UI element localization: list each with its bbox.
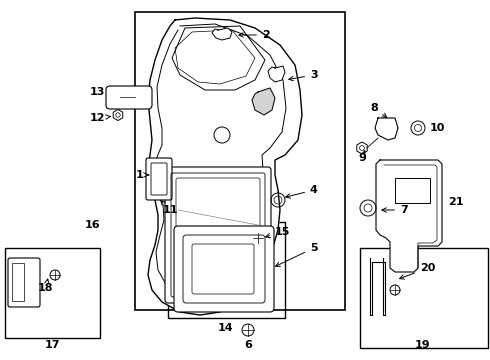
Polygon shape (375, 118, 398, 140)
Text: 9: 9 (358, 150, 366, 163)
Text: 18: 18 (38, 279, 53, 293)
Text: 10: 10 (430, 123, 445, 133)
Bar (395, 178, 430, 203)
Text: 16: 16 (84, 220, 100, 230)
Polygon shape (268, 66, 285, 82)
FancyBboxPatch shape (174, 226, 274, 312)
FancyBboxPatch shape (165, 167, 271, 303)
Bar (168, 222, 285, 318)
Bar (12, 263, 24, 301)
FancyBboxPatch shape (8, 258, 40, 307)
Text: 14: 14 (217, 323, 233, 333)
Text: 5: 5 (275, 243, 318, 266)
Text: 2: 2 (239, 30, 270, 40)
Text: 8: 8 (370, 103, 387, 118)
Polygon shape (113, 109, 123, 121)
Text: 21: 21 (448, 197, 464, 207)
Polygon shape (376, 160, 442, 272)
Text: 17: 17 (44, 340, 60, 350)
Text: 4: 4 (286, 185, 318, 198)
Bar (360, 248, 488, 348)
Bar (135, 12, 345, 310)
Text: 13: 13 (90, 87, 105, 97)
Text: 1: 1 (135, 170, 148, 180)
Text: 20: 20 (400, 263, 436, 279)
Text: 3: 3 (289, 70, 318, 81)
FancyBboxPatch shape (106, 86, 152, 109)
Text: 7: 7 (382, 205, 408, 215)
Text: 12: 12 (90, 113, 111, 123)
Polygon shape (212, 28, 232, 40)
Text: 11: 11 (160, 200, 178, 215)
Polygon shape (148, 18, 302, 315)
Bar (5, 248, 100, 338)
Polygon shape (357, 142, 367, 154)
Text: 15: 15 (266, 227, 291, 238)
Polygon shape (252, 88, 275, 115)
Text: 19: 19 (414, 340, 430, 350)
FancyBboxPatch shape (146, 158, 172, 200)
Text: 6: 6 (244, 340, 252, 350)
